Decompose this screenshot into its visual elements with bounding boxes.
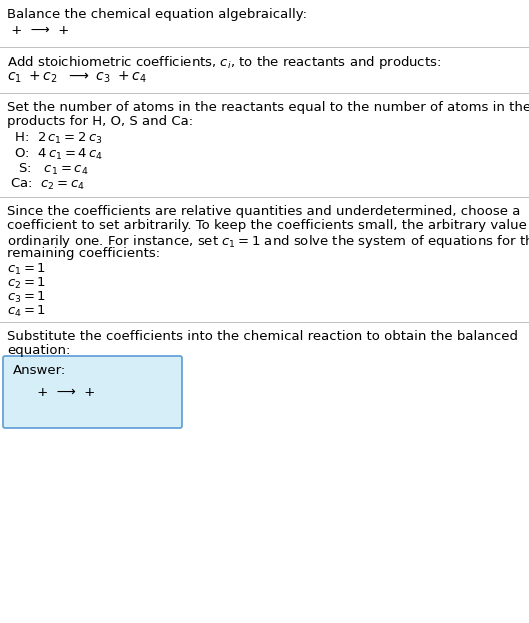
Text: equation:: equation: — [7, 344, 70, 357]
Text: Since the coefficients are relative quantities and underdetermined, choose a: Since the coefficients are relative quan… — [7, 205, 521, 218]
Text: H:  $2\,c_1 = 2\,c_3$: H: $2\,c_1 = 2\,c_3$ — [10, 131, 103, 146]
Text: $c_1\ +c_2\ \ \longrightarrow\ c_3\ +c_4$: $c_1\ +c_2\ \ \longrightarrow\ c_3\ +c_4… — [7, 70, 147, 85]
Text: $c_2 = 1$: $c_2 = 1$ — [7, 276, 46, 291]
Text: Ca:  $c_2 = c_4$: Ca: $c_2 = c_4$ — [10, 177, 85, 192]
Text: Set the number of atoms in the reactants equal to the number of atoms in the: Set the number of atoms in the reactants… — [7, 101, 529, 114]
Text: $c_1 = 1$: $c_1 = 1$ — [7, 262, 46, 277]
Text: ordinarily one. For instance, set $c_1 = 1$ and solve the system of equations fo: ordinarily one. For instance, set $c_1 =… — [7, 233, 529, 250]
Text: Answer:: Answer: — [13, 364, 66, 377]
Text: $c_4 = 1$: $c_4 = 1$ — [7, 304, 46, 319]
Text: Balance the chemical equation algebraically:: Balance the chemical equation algebraica… — [7, 8, 307, 21]
Text: products for H, O, S and Ca:: products for H, O, S and Ca: — [7, 115, 193, 128]
Text: coefficient to set arbitrarily. To keep the coefficients small, the arbitrary va: coefficient to set arbitrarily. To keep … — [7, 219, 529, 232]
Text: $c_3 = 1$: $c_3 = 1$ — [7, 290, 46, 305]
Text: O:  $4\,c_1 = 4\,c_4$: O: $4\,c_1 = 4\,c_4$ — [10, 147, 103, 162]
Text: +  ⟶  +: + ⟶ + — [33, 386, 99, 399]
Text: Add stoichiometric coefficients, $c_i$, to the reactants and products:: Add stoichiometric coefficients, $c_i$, … — [7, 54, 441, 71]
Text: Substitute the coefficients into the chemical reaction to obtain the balanced: Substitute the coefficients into the che… — [7, 330, 518, 343]
FancyBboxPatch shape — [3, 356, 182, 428]
Text: remaining coefficients:: remaining coefficients: — [7, 247, 160, 260]
Text: S:   $c_1 = c_4$: S: $c_1 = c_4$ — [10, 162, 88, 177]
Text: +  ⟶  +: + ⟶ + — [7, 24, 74, 37]
